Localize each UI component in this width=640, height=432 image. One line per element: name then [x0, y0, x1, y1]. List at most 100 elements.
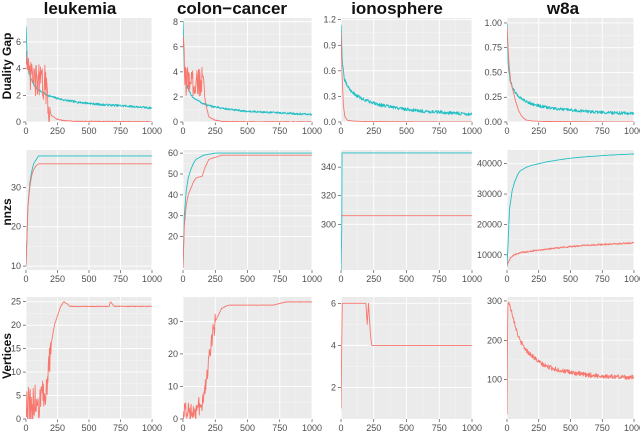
x-tick-label: 1000 — [462, 126, 482, 136]
x-tick-label: 0 — [338, 274, 343, 284]
row-label: Duality Gap — [0, 33, 14, 100]
x-tick-label: 750 — [272, 423, 287, 432]
x-tick-label: 1000 — [142, 274, 162, 284]
x-tick-label: 0 — [180, 126, 185, 136]
x-tick-label: 500 — [240, 274, 255, 284]
x-tick-label: 250 — [366, 126, 381, 136]
x-tick-label: 250 — [50, 126, 65, 136]
y-tick-label: 300 — [487, 296, 502, 306]
column-title: colon−cancer — [177, 0, 287, 18]
series-line-salmon — [183, 301, 312, 419]
y-tick-label: 10000 — [477, 250, 502, 260]
x-tick-label: 250 — [50, 274, 65, 284]
panel-1-2: 0 250 500 750 1000 300 320 340 — [321, 150, 482, 284]
panel-2-2: 0 250 500 750 1000 2 4 6 — [331, 297, 482, 432]
x-tick-label: 0 — [23, 423, 28, 432]
series-line-salmon — [341, 302, 472, 409]
x-tick-label: 500 — [81, 423, 96, 432]
y-tick-label: 2 — [173, 92, 178, 102]
x-tick-label: 250 — [531, 126, 546, 136]
x-tick-label: 500 — [563, 274, 578, 284]
y-tick-label: 8 — [173, 17, 178, 27]
y-tick-label: 100 — [487, 375, 502, 385]
x-tick-label: 1000 — [624, 126, 640, 136]
y-tick-label: 0.00 — [484, 117, 502, 127]
y-tick-label: 20 — [168, 232, 178, 242]
x-tick-label: 250 — [50, 423, 65, 432]
row-label: nnzs — [0, 198, 14, 226]
x-tick-label: 250 — [531, 274, 546, 284]
y-tick-label: 1.2 — [323, 15, 336, 25]
y-tick-label: 4 — [16, 64, 21, 74]
y-tick-label: 6 — [173, 42, 178, 52]
panel-2-1: 0 250 500 750 1000 0 10 20 30 — [168, 297, 322, 432]
x-tick-label: 750 — [595, 423, 610, 432]
x-tick-label: 500 — [399, 274, 414, 284]
series-line-teal — [183, 152, 312, 268]
y-tick-label: 6 — [16, 37, 21, 47]
y-tick-label: 4 — [331, 340, 336, 350]
x-tick-label: 500 — [81, 274, 96, 284]
y-tick-label: 30 — [168, 211, 178, 221]
x-tick-label: 1000 — [462, 274, 482, 284]
series-line-salmon — [507, 27, 634, 122]
x-tick-label: 250 — [531, 423, 546, 432]
x-tick-label: 0 — [23, 126, 28, 136]
x-tick-label: 0 — [504, 274, 509, 284]
y-tick-label: 0 — [173, 414, 178, 424]
x-tick-label: 500 — [240, 126, 255, 136]
x-tick-label: 750 — [113, 423, 128, 432]
series-line-salmon — [183, 154, 312, 268]
row-label: Vertices — [0, 333, 14, 379]
series-line-salmon — [507, 301, 634, 415]
panel-0-1: 0 250 500 750 1000 0 2 4 6 8 — [173, 17, 322, 136]
x-tick-label: 500 — [399, 423, 414, 432]
y-tick-label: 0.25 — [484, 92, 502, 102]
x-tick-label: 750 — [595, 274, 610, 284]
y-tick-label: 10 — [11, 261, 21, 271]
x-tick-label: 0 — [180, 423, 185, 432]
y-tick-label: 4 — [173, 67, 178, 77]
x-tick-label: 0 — [338, 126, 343, 136]
y-tick-label: 20 — [11, 222, 21, 232]
x-tick-label: 750 — [432, 274, 447, 284]
series-line-salmon — [507, 241, 634, 266]
x-tick-label: 1000 — [142, 423, 162, 432]
y-tick-label: 0.50 — [484, 67, 502, 77]
y-tick-label: 40000 — [477, 159, 502, 169]
y-tick-label: 0.0 — [323, 117, 336, 127]
series-line-salmon — [341, 32, 472, 122]
x-tick-label: 1000 — [302, 126, 322, 136]
y-tick-label: 5 — [16, 391, 21, 401]
series-line-teal — [183, 20, 312, 116]
y-tick-label: 0.3 — [323, 91, 336, 101]
x-tick-label: 0 — [23, 274, 28, 284]
y-tick-label: 15 — [11, 344, 21, 354]
panel-1-0: 0 250 500 750 1000 10 20 30 — [11, 150, 162, 284]
x-tick-label: 250 — [208, 126, 223, 136]
x-tick-label: 250 — [366, 274, 381, 284]
series-line-salmon — [26, 301, 152, 419]
y-tick-label: 340 — [321, 162, 336, 172]
y-tick-label: 300 — [321, 219, 336, 229]
x-tick-label: 1000 — [462, 423, 482, 432]
y-tick-label: 50 — [168, 169, 178, 179]
y-tick-label: 10 — [168, 381, 178, 391]
y-tick-label: 0 — [16, 414, 21, 424]
y-tick-label: 0.6 — [323, 66, 336, 76]
panel-2-0: 0 250 500 750 1000 0 5 10 15 20 25 — [11, 297, 162, 432]
x-tick-label: 1000 — [142, 126, 162, 136]
y-tick-label: 320 — [321, 191, 336, 201]
y-tick-label: 60 — [168, 148, 178, 158]
panel-1-1: 0 250 500 750 1000 20 30 40 50 60 — [168, 148, 322, 284]
x-tick-label: 500 — [81, 126, 96, 136]
x-tick-label: 250 — [366, 423, 381, 432]
x-tick-label: 0 — [504, 423, 509, 432]
x-tick-label: 1000 — [302, 274, 322, 284]
x-tick-label: 750 — [595, 126, 610, 136]
y-tick-label: 6 — [331, 298, 336, 308]
x-tick-label: 750 — [113, 126, 128, 136]
y-tick-label: 0 — [173, 117, 178, 127]
y-tick-label: 20 — [11, 320, 21, 330]
